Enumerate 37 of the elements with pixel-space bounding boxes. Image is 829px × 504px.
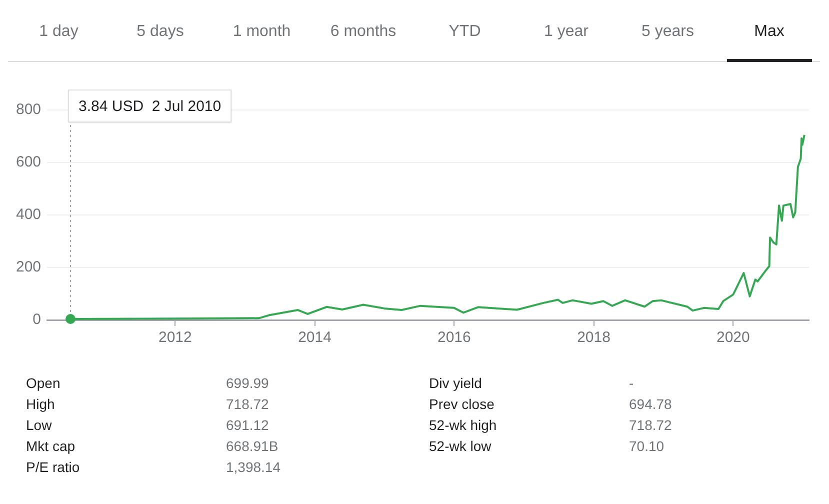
- text: Prev close: [429, 395, 494, 414]
- text: Low: [26, 416, 52, 435]
- text: 6 months: [329, 22, 398, 42]
- text: 1 day: [38, 22, 80, 42]
- text: 5 days: [136, 22, 185, 42]
- text: YTD: [448, 22, 482, 42]
- text: 52-wk high: [429, 416, 497, 435]
- text: 1,398.14: [226, 458, 280, 477]
- y-tick-label: 800: [16, 101, 42, 118]
- y-tick-label: 0: [32, 311, 42, 328]
- x-tick-label: 2016: [437, 329, 471, 346]
- y-tick-label: 200: [16, 258, 42, 276]
- y-tick-label: 400: [16, 206, 42, 224]
- text: 718.72: [629, 416, 672, 435]
- x-tick-label: 2018: [577, 329, 610, 346]
- x-tick-label: 2014: [298, 329, 332, 346]
- text: 1 month: [232, 22, 292, 42]
- text: Mkt cap: [26, 437, 76, 456]
- text: 5 years: [640, 22, 695, 42]
- text: P/E ratio: [26, 458, 80, 477]
- text: 699.99: [226, 374, 269, 393]
- text: Div yield: [429, 374, 482, 393]
- text: 70.10: [629, 437, 664, 456]
- text: Open: [26, 374, 60, 393]
- y-tick-label: 600: [16, 154, 42, 171]
- x-tick-label: 2012: [158, 329, 192, 346]
- text: 694.78: [629, 395, 672, 414]
- text: 52-wk low: [429, 437, 492, 456]
- text: High: [26, 395, 55, 414]
- annotation: 3.84 USD 2 Jul 2010: [78, 98, 222, 116]
- text: Max: [718, 0, 820, 61]
- text: 668.91B: [226, 437, 278, 456]
- text: 1 year: [543, 22, 590, 42]
- text: -: [629, 374, 634, 393]
- text: 691.12: [226, 416, 269, 435]
- x-tick-label: 2020: [716, 329, 750, 346]
- text: 718.72: [226, 395, 269, 414]
